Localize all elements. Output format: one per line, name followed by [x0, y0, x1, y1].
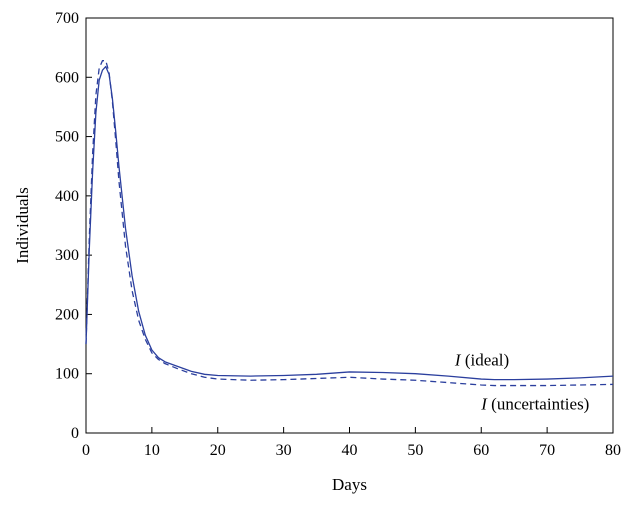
x-axis-title: Days: [332, 475, 367, 494]
x-tick-label-7: 70: [539, 442, 555, 459]
series-layer: [85, 60, 614, 387]
x-tick-label-2: 20: [210, 442, 226, 459]
y-tick-label-1: 100: [55, 366, 79, 383]
y-tick-label-3: 300: [55, 247, 79, 264]
x-tick-label-3: 30: [276, 442, 292, 459]
annotations: I (ideal) I (uncertainties): [454, 350, 589, 413]
x-tick-label-6: 60: [473, 442, 489, 459]
x-tick-label-1: 10: [144, 442, 160, 459]
y-tick-label-2: 200: [55, 306, 79, 323]
plot-frame: [85, 17, 614, 434]
series-line-uncertainties: [85, 60, 614, 387]
y-tick-label-7: 700: [55, 10, 79, 27]
y-tick-label-4: 400: [55, 188, 79, 205]
x-tick-label-8: 80: [605, 442, 621, 459]
x-tick-label-4: 40: [342, 442, 358, 459]
x-tick-label-5: 50: [407, 442, 423, 459]
annotation-label-0: I (ideal): [454, 350, 509, 369]
annotation-label-1: I (uncertainties): [480, 394, 589, 413]
y-tick-label-6: 600: [55, 69, 79, 86]
x-tick-label-0: 0: [82, 442, 90, 459]
y-tick-label-5: 500: [55, 129, 79, 146]
y-tick-label-0: 0: [71, 425, 79, 442]
series-line-ideal: [85, 65, 614, 381]
y-axis-title: Individuals: [13, 187, 32, 264]
axes: 0 10 20 30 40 50 60 70 80 0 100 200 300 400 500 600 700: [55, 10, 621, 459]
